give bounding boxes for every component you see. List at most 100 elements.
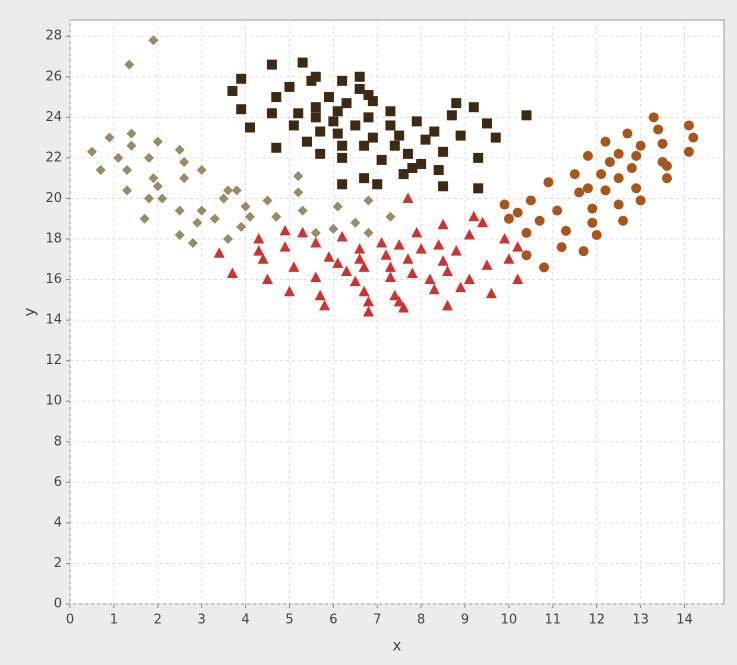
point [450,245,462,256]
point [283,285,295,297]
point [534,215,545,226]
point [196,165,207,176]
point [279,224,291,236]
point [354,83,365,94]
point [363,112,374,123]
point [376,154,387,165]
point [362,295,374,307]
point [332,106,343,117]
point [394,130,405,141]
point [293,108,304,119]
point [556,242,567,253]
point [512,273,524,285]
point [253,233,265,244]
point [367,96,378,107]
point [384,261,396,272]
point [631,150,642,161]
y-tick-label: 16 [45,272,62,287]
point [393,295,405,307]
point [310,271,322,283]
point [380,249,392,260]
point [139,213,150,224]
point [126,128,137,139]
point [521,250,532,261]
y-tick-label: 14 [45,313,62,328]
point [297,226,309,238]
point [144,152,155,163]
point [244,211,255,222]
point [349,275,361,287]
point [363,227,374,238]
point [402,148,413,159]
point [587,217,598,228]
y-axis-label: y [21,307,39,316]
point [328,223,339,234]
y-tick-label: 4 [54,515,62,530]
point [622,128,633,139]
point [284,81,295,92]
point [648,112,659,123]
point [490,132,501,143]
point [236,221,247,232]
point [341,98,352,109]
point [323,92,334,103]
x-tick-label: 14 [676,613,693,628]
point [271,142,282,153]
point [635,140,646,151]
point [310,227,321,238]
x-tick-label: 11 [545,613,562,628]
point [560,225,571,236]
point [591,229,602,240]
y-tick-label: 10 [45,394,62,409]
point [424,273,436,285]
point [359,140,370,151]
point [455,130,466,141]
point [385,120,396,131]
point [416,158,427,169]
point [179,156,190,167]
x-tick-label: 1 [110,613,118,628]
point [437,255,449,266]
y-tick-label: 26 [45,69,62,84]
x-axis-label: x [393,637,402,655]
y-tick-label: 8 [54,434,62,449]
point [389,140,400,151]
point [384,271,396,283]
point [297,205,308,216]
point [604,156,615,167]
point [485,287,497,299]
point [310,237,322,248]
point [407,163,418,174]
point [433,239,445,250]
x-tick-label: 10 [501,613,518,628]
point [297,57,308,68]
point [323,251,335,262]
point [481,118,492,129]
point [179,173,190,184]
point [328,116,339,127]
point [578,246,589,257]
point [525,195,536,206]
point [350,120,361,131]
point [600,136,611,147]
point [626,163,637,174]
y-tick-label: 24 [45,110,62,125]
point [271,92,282,103]
point [653,124,664,135]
point [499,233,511,244]
point [393,239,405,250]
point [144,193,155,204]
point [337,152,348,163]
point [257,253,269,264]
point [122,165,133,176]
point [411,116,422,127]
point [174,144,185,155]
point [420,134,431,145]
point [310,71,321,82]
point [341,265,353,276]
point [240,201,251,212]
y-tick-label: 0 [54,597,62,612]
point [319,299,331,311]
point [337,140,348,151]
y-tick-label: 6 [54,475,62,490]
